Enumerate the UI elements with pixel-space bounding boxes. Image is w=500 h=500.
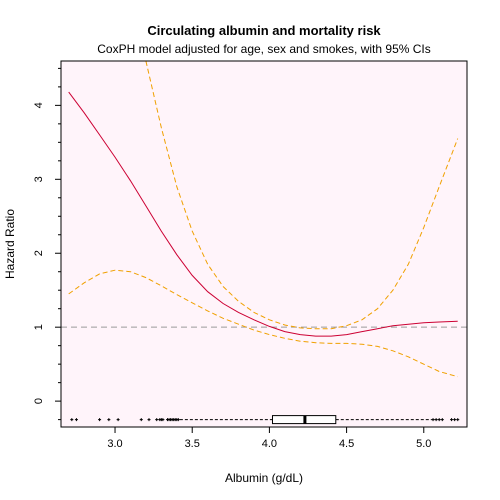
distribution-layer [70, 415, 460, 425]
y-tick-label: 4 [33, 102, 45, 108]
outlier-point [116, 418, 120, 422]
outlier-point [450, 418, 454, 422]
outlier-point [176, 418, 180, 422]
outlier-point [70, 418, 74, 422]
outlier-point [440, 418, 444, 422]
y-tick-label: 3 [33, 176, 45, 182]
outlier-point [98, 418, 102, 422]
chart-subtitle: CoxPH model adjusted for age, sex and sm… [97, 42, 431, 56]
outlier-point [161, 418, 165, 422]
outlier-point [456, 418, 460, 422]
outlier-point [431, 418, 435, 422]
x-tick-label: 4.5 [339, 438, 354, 450]
x-axis: 3.0 3.5 4.0 4.5 5.0 [107, 427, 431, 450]
y-tick-label: 1 [33, 324, 45, 330]
outlier-point [437, 418, 441, 422]
plot-background [61, 61, 467, 427]
series-line-estimate [68, 91, 458, 337]
outlier-point [74, 418, 78, 422]
y-tick-label: 0 [33, 398, 45, 404]
y-tick-label: 2 [33, 250, 45, 256]
x-tick-label: 3.5 [185, 438, 200, 450]
outlier-point [155, 418, 159, 422]
series-line-upper-ci [145, 61, 459, 330]
plot-frame [60, 60, 468, 428]
x-tick-label: 3.0 [107, 438, 122, 450]
x-axis-label: Albumin (g/dL) [225, 471, 303, 485]
outlier-point [107, 418, 111, 422]
outlier-point [434, 418, 438, 422]
outlier-point [147, 418, 151, 422]
x-tick-label: 4.0 [262, 438, 277, 450]
outlier-point [139, 418, 143, 422]
outlier-point [453, 418, 457, 422]
y-axis: 0 1 2 3 4 [33, 67, 61, 421]
x-tick-label: 5.0 [416, 438, 431, 450]
series-layer [68, 61, 459, 378]
y-axis-label: Hazard Ratio [3, 209, 17, 279]
chart-title: Circulating albumin and mortality risk [147, 23, 381, 38]
